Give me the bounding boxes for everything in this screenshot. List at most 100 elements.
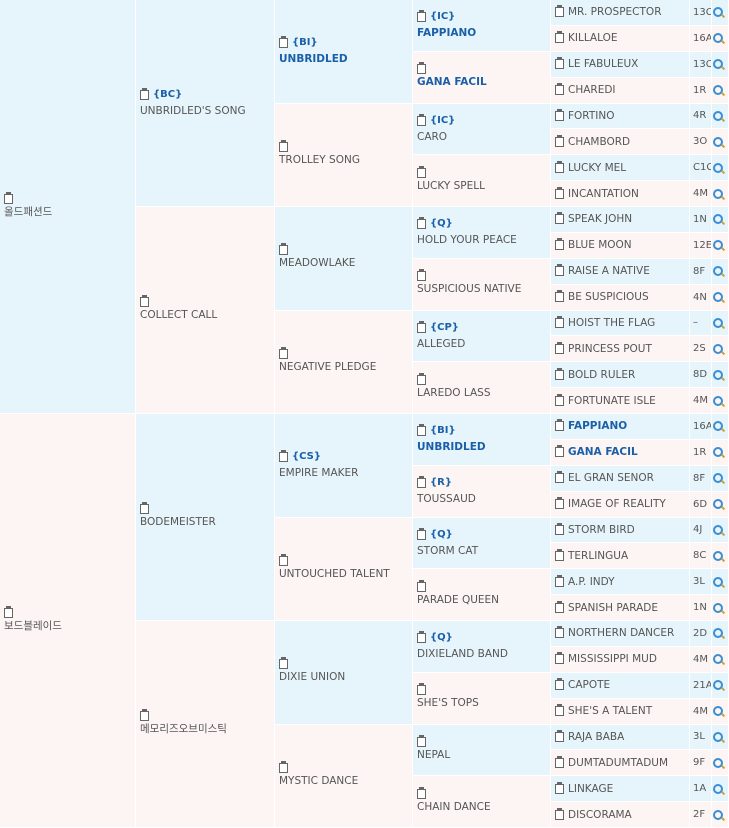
clipboard-icon[interactable] [279,657,288,670]
clipboard-icon[interactable] [417,10,426,23]
search-icon[interactable] [713,136,723,147]
search-icon[interactable] [713,680,723,691]
clipboard-icon[interactable] [417,62,426,75]
clipboard-icon[interactable] [555,755,564,768]
clipboard-icon[interactable] [4,605,13,618]
clipboard-icon[interactable] [417,165,426,178]
clipboard-icon[interactable] [279,243,288,256]
clipboard-icon[interactable] [279,553,288,566]
clipboard-icon[interactable] [417,734,426,747]
clipboard-icon[interactable] [4,191,13,204]
clipboard-icon[interactable] [555,186,564,199]
clipboard-icon[interactable] [555,626,564,639]
clipboard-icon[interactable] [417,683,426,696]
clipboard-icon[interactable] [279,346,288,359]
horse-cell: RAJA BABA [551,724,690,751]
clipboard-icon[interactable] [555,57,564,70]
clipboard-icon[interactable] [555,393,564,406]
horse-code: 3L [693,576,705,588]
clipboard-icon[interactable] [555,83,564,96]
clipboard-icon[interactable] [417,786,426,799]
clipboard-icon[interactable] [140,502,149,514]
clipboard-icon[interactable] [140,709,149,721]
search-icon[interactable] [713,473,723,484]
clipboard-icon[interactable] [417,217,426,230]
clipboard-icon[interactable] [555,264,564,277]
clipboard-icon[interactable] [555,600,564,613]
search-icon[interactable] [713,292,723,303]
clipboard-icon[interactable] [555,445,564,458]
clipboard-icon[interactable] [279,450,288,463]
clipboard-icon[interactable] [555,315,564,328]
clipboard-icon[interactable] [555,419,564,432]
search-icon[interactable] [713,654,723,665]
clipboard-icon[interactable] [555,781,564,794]
clipboard-icon[interactable] [279,139,288,152]
horse-code: 4M [693,653,708,665]
clipboard-icon[interactable] [417,269,426,282]
search-icon[interactable] [713,628,723,639]
search-icon[interactable] [713,266,723,277]
search-icon[interactable] [713,576,723,587]
clipboard-icon[interactable] [555,341,564,354]
clipboard-icon[interactable] [417,372,426,385]
clipboard-icon[interactable] [555,160,564,173]
search-icon[interactable] [713,369,723,380]
clipboard-icon[interactable] [417,527,426,540]
clipboard-icon[interactable] [417,579,426,592]
search-icon[interactable] [713,85,723,96]
horse-name: BODEMEISTER [140,516,216,528]
clipboard-icon[interactable] [555,704,564,717]
search-icon[interactable] [713,33,723,44]
clipboard-icon[interactable] [555,212,564,225]
search-icon[interactable] [713,499,723,510]
clipboard-icon[interactable] [555,31,564,44]
clipboard-icon[interactable] [555,548,564,561]
clipboard-icon[interactable] [555,497,564,510]
search-icon[interactable] [713,783,723,794]
search-icon[interactable] [713,524,723,535]
clipboard-icon[interactable] [279,36,288,49]
horse-cell: {BI} UNBRIDLED [275,0,413,104]
search-icon[interactable] [713,809,723,820]
search-icon[interactable] [713,421,723,432]
clipboard-icon[interactable] [140,295,149,307]
clipboard-icon[interactable] [555,729,564,742]
search-icon[interactable] [713,395,723,406]
clipboard-icon[interactable] [555,5,564,18]
search-icon[interactable] [713,214,723,225]
clipboard-icon[interactable] [140,88,149,100]
search-icon[interactable] [713,757,723,768]
clipboard-icon[interactable] [555,471,564,484]
clipboard-icon[interactable] [555,367,564,380]
search-icon[interactable] [713,188,723,199]
clipboard-icon[interactable] [417,320,426,333]
clipboard-icon[interactable] [555,134,564,147]
search-icon[interactable] [713,59,723,70]
clipboard-icon[interactable] [555,574,564,587]
clipboard-icon[interactable] [417,113,426,126]
search-icon[interactable] [713,240,723,251]
clipboard-icon[interactable] [417,631,426,644]
search-icon[interactable] [713,550,723,561]
clipboard-icon[interactable] [279,760,288,773]
clipboard-icon[interactable] [555,238,564,251]
cell-line: INCANTATION [555,186,685,202]
clipboard-icon[interactable] [555,108,564,121]
search-icon[interactable] [713,7,723,18]
clipboard-icon[interactable] [555,807,564,820]
search-icon[interactable] [713,706,723,717]
search-icon[interactable] [713,343,723,354]
clipboard-icon[interactable] [555,652,564,665]
clipboard-icon[interactable] [555,522,564,535]
search-icon[interactable] [713,447,723,458]
search-icon[interactable] [713,317,723,328]
clipboard-icon[interactable] [555,290,564,303]
search-icon[interactable] [713,731,723,742]
clipboard-icon[interactable] [417,476,426,489]
clipboard-icon[interactable] [555,678,564,691]
clipboard-icon[interactable] [417,424,426,437]
search-icon[interactable] [713,110,723,121]
search-icon[interactable] [713,602,723,613]
search-icon[interactable] [713,162,723,173]
